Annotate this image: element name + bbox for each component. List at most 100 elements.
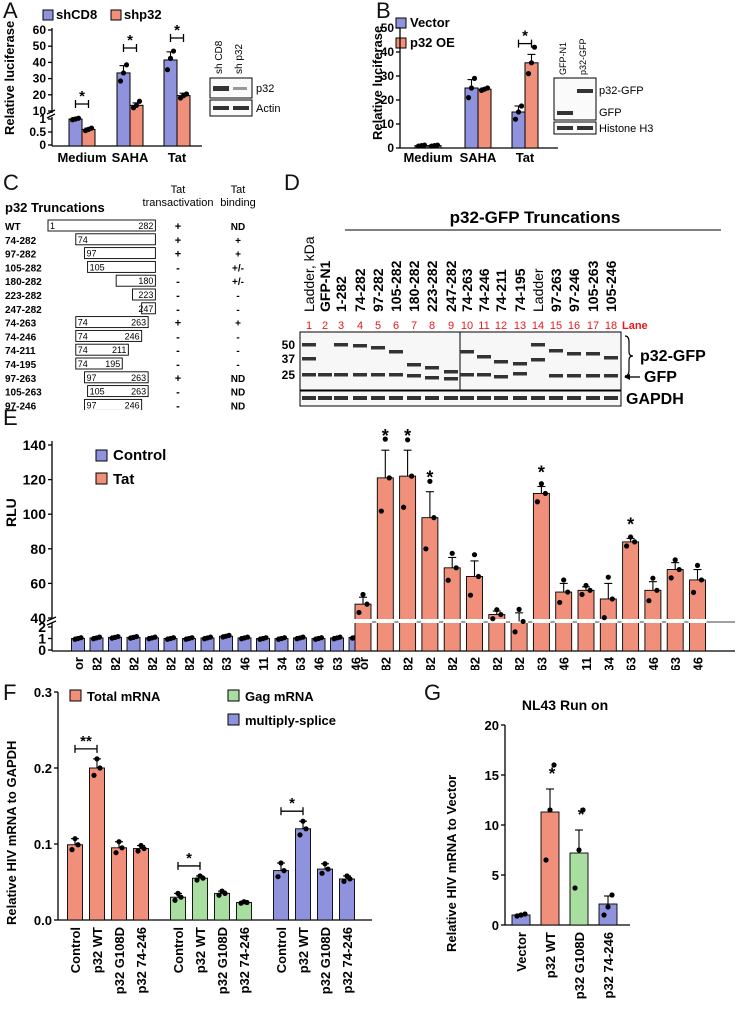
gapdh-band (586, 396, 600, 400)
legend-swatch-control (95, 449, 108, 462)
data-point (200, 875, 206, 881)
bar-tat (532, 492, 550, 652)
lane-number: 2 (322, 320, 328, 332)
axis-break (46, 616, 57, 622)
gapdh-band (407, 396, 421, 400)
truncation-start: 74 (78, 318, 88, 328)
x-category-label: 97-263 (293, 657, 308, 670)
x-category-label: p32 WT (90, 927, 105, 973)
data-point (423, 546, 429, 552)
x-category-label: p32 74-246 (340, 927, 355, 994)
truncation-name: 97-282 (5, 250, 37, 261)
data-point (646, 598, 652, 604)
data-point (322, 861, 328, 867)
gapdh-band (425, 396, 439, 400)
arrow-head (624, 374, 630, 380)
data-point (117, 78, 124, 84)
y-tick-label: 20 (485, 718, 499, 733)
bar-break-gap (420, 619, 439, 623)
blot-row-label: GFP (599, 107, 622, 119)
data-point (534, 499, 541, 505)
truncation-name: 247-282 (5, 305, 42, 316)
significance-star: * (127, 32, 133, 49)
lane-number: 16 (568, 320, 580, 332)
lane-name: Ladder, kDa (301, 236, 317, 312)
lane-name: GFP-N1 (317, 260, 333, 312)
protein-band (407, 363, 421, 367)
data-point (605, 904, 611, 910)
data-point (543, 857, 549, 863)
data-point (542, 490, 549, 497)
data-point (525, 71, 532, 77)
x-category-label: Vector (514, 932, 529, 972)
legend-swatch-vector (395, 17, 407, 29)
bar-tat (443, 567, 461, 652)
y-tick-label: 120 (23, 472, 47, 488)
lane-name: 97-282 (370, 268, 386, 312)
transactivation-value: - (176, 276, 180, 288)
data-point (341, 878, 347, 884)
blot-row-label: p32 (256, 83, 274, 95)
data-point (698, 577, 705, 583)
lane-name: 97-246 (566, 268, 582, 312)
panel-d-letter: D (284, 170, 300, 195)
panel-a-ylabel: Relative luciferase (2, 21, 17, 135)
protein-band (494, 375, 508, 379)
transactivation-value: - (176, 345, 180, 357)
transactivation-value: - (176, 290, 180, 302)
protein-band (334, 373, 348, 377)
significance-star: * (522, 28, 528, 45)
x-category-label: 180-282 (468, 657, 483, 670)
x-category-label: 1-282 (90, 657, 105, 670)
bar-tat (622, 541, 640, 652)
legend-swatch-p32oe (395, 37, 407, 49)
x-category-label: p32 G108D (318, 927, 333, 994)
blot-column-label: sh CD8 (214, 40, 225, 74)
x-category-label: Medium (57, 150, 106, 165)
significance-star: * (549, 764, 556, 783)
panel-a-blot: sh CD8 sh p32 p32 Actin (209, 40, 280, 117)
significance-star: * (538, 463, 545, 483)
data-point (471, 75, 478, 81)
lane-number: 5 (375, 320, 381, 332)
y-tick-label: 1 (38, 631, 46, 647)
panel-a-bars: * * * (68, 22, 191, 147)
bar-break-gap (688, 619, 707, 623)
data-point (605, 574, 611, 580)
x-category-label: 97-282 (423, 657, 438, 670)
lane-number: 18 (605, 320, 617, 332)
data-point (427, 478, 433, 484)
x-category-label: p32 74-246 (601, 932, 616, 999)
x-category-label: Tat (168, 150, 187, 165)
gapdh-band (513, 396, 527, 400)
transactivation-value: + (175, 221, 181, 233)
protein-band (604, 356, 618, 360)
truncation-name: 105-263 (5, 388, 42, 399)
data-point (75, 842, 81, 848)
data-point (364, 601, 370, 607)
data-point (515, 109, 522, 115)
binding-value: +/- (232, 263, 244, 274)
gapdh-band (549, 396, 563, 400)
y-tick-label: 15 (485, 768, 499, 783)
data-point (528, 60, 535, 66)
data-point (690, 589, 697, 595)
data-point (520, 618, 526, 625)
data-point (116, 839, 122, 845)
gapdh-band (444, 396, 458, 400)
bar-break-gap (666, 619, 685, 623)
y-tick-label: 40 (33, 55, 47, 69)
lane-number: 12 (495, 320, 507, 332)
bar-multiply-splice (339, 878, 355, 921)
axis-break (46, 109, 56, 115)
x-category-label: 105-246 (349, 657, 364, 670)
truncation-name: 74-195 (5, 360, 37, 371)
x-category-label: 105-263 (668, 657, 683, 670)
kda-marker: 50 (282, 338, 296, 352)
blot-label-p32gfp: p32-GFP (640, 348, 706, 365)
gapdh-band (334, 396, 348, 400)
truncation-box (84, 247, 156, 260)
blot-band (557, 126, 573, 130)
